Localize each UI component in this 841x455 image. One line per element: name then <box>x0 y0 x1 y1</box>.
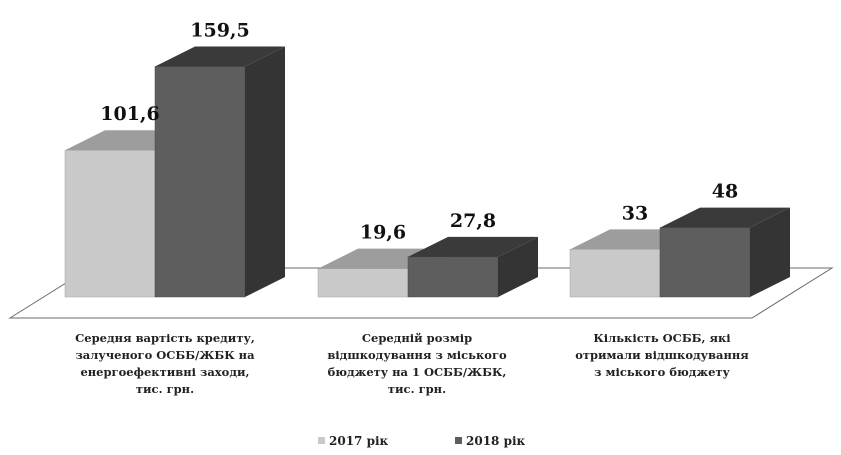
bar-top <box>408 236 538 257</box>
bar-top <box>660 207 790 228</box>
legend-swatch <box>455 437 462 444</box>
category-label-line: енергоефективні заходи, <box>80 365 249 379</box>
value-label: 27,8 <box>450 210 496 232</box>
category-label-line: з міського бюджету <box>594 365 730 379</box>
legend-item-1: 2017 рік <box>318 434 389 448</box>
bar-side <box>245 46 285 298</box>
category-label-line: бюджету на 1 ОСББ/ЖБК, <box>328 365 507 379</box>
bars <box>64 46 790 298</box>
legend-label: 2017 рік <box>329 434 389 448</box>
category-label-line: тис. грн. <box>388 382 446 396</box>
legend-item-2: 2018 рік <box>455 434 526 448</box>
category-label-line: тис. грн. <box>136 382 194 396</box>
category-label-line: Кількість ОСББ, які <box>593 331 731 345</box>
bar-front <box>569 249 661 298</box>
category-label-2: Середній розмір відшкодування з міського б… <box>327 331 507 396</box>
bar-front <box>317 268 409 298</box>
bar-front <box>64 149 156 298</box>
value-label: 19,6 <box>360 222 406 244</box>
value-label: 159,5 <box>190 20 250 42</box>
category-label-line: Середня вартість кредиту, <box>75 331 255 345</box>
bar-side <box>498 236 538 297</box>
bar-side <box>750 207 790 297</box>
bar-front <box>659 227 751 298</box>
category-label-line: Середній розмір <box>362 331 472 345</box>
category-label-1: Середня вартість кредиту, залученого ОСББ… <box>75 331 255 396</box>
legend: 2017 рік 2018 рік <box>318 434 526 448</box>
category-label-line: залученого ОСББ/ЖБК на <box>75 348 255 362</box>
bar-2018-2 <box>407 236 538 298</box>
bar-front <box>154 66 246 298</box>
bar-top <box>155 46 285 67</box>
value-label: 101,6 <box>100 103 160 125</box>
value-label: 33 <box>622 202 648 224</box>
category-label-line: отримали відшкодування <box>575 348 749 362</box>
legend-swatch <box>318 437 325 444</box>
bar-front <box>407 256 499 298</box>
bar-2018-3 <box>659 207 790 298</box>
category-label-line: відшкодування з міського <box>327 348 507 362</box>
bar-2018-1 <box>154 46 285 298</box>
value-labels: 101,6 19,6 33 159,5 27,8 48 <box>100 20 738 244</box>
category-label-3: Кількість ОСББ, які отримали відшкодуванн… <box>575 331 749 379</box>
legend-label: 2018 рік <box>466 434 526 448</box>
value-label: 48 <box>712 181 738 203</box>
category-labels: Середня вартість кредиту, залученого ОСББ… <box>75 331 749 396</box>
